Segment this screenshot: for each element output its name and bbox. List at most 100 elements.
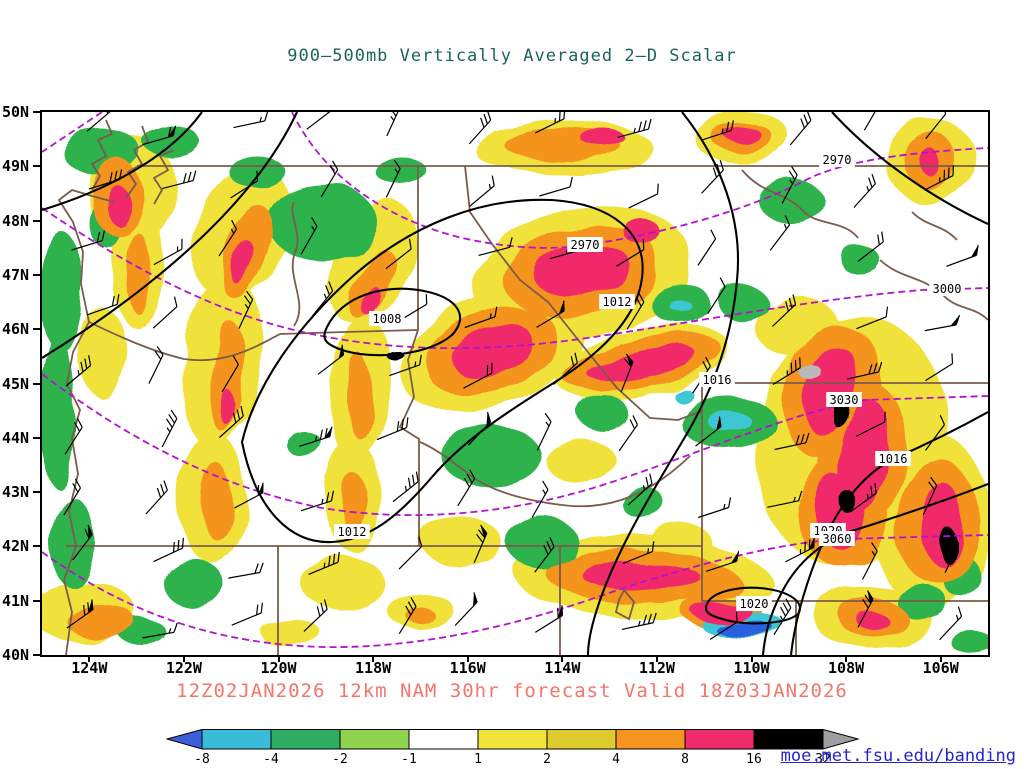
wind-barb (63, 478, 81, 516)
lon-label-116W: 116W (449, 659, 486, 677)
wind-barb (317, 344, 345, 375)
contour-label: 3060 (819, 531, 855, 546)
svg-text:3000: 3000 (933, 282, 962, 296)
wind-barb (620, 353, 634, 393)
wind-barb (299, 426, 333, 447)
lat-tick (33, 382, 40, 385)
contour-label: 2970 (819, 152, 855, 167)
wind-barb (72, 524, 93, 561)
wind-barb (312, 281, 334, 317)
wind-barb (454, 592, 478, 626)
lat-tick (33, 111, 40, 113)
wind-barb (142, 622, 178, 639)
wind-barb (389, 354, 422, 377)
wind-barb (398, 536, 423, 570)
wind-barb (939, 606, 963, 641)
wind-barb (621, 612, 657, 630)
svg-text:1016: 1016 (703, 373, 732, 387)
wind-barb (300, 217, 318, 255)
wind-barb (385, 238, 412, 270)
wind-barb (853, 173, 876, 208)
contour-label: 1012 (599, 294, 635, 309)
wind-barb (320, 160, 339, 198)
wind-barb (64, 417, 83, 455)
wind-barb (857, 231, 884, 262)
wind-barb (152, 296, 178, 329)
wind-barb (773, 598, 792, 636)
lat-tick (33, 491, 40, 494)
wind-barb (86, 112, 112, 132)
lat-label-48N: 48N (2, 211, 30, 230)
svg-text:3030: 3030 (830, 393, 859, 407)
wind-barb (468, 112, 492, 145)
colorbar-tick--4: -4 (263, 752, 279, 767)
wind-barb (616, 239, 645, 267)
lon-label-122W: 122W (165, 659, 202, 677)
wind-barb (925, 112, 947, 140)
wind-barb (553, 352, 578, 385)
lat-label-40N: 40N (2, 646, 30, 664)
credit-link[interactable]: moe.met.fsu.edu/banding (780, 746, 1016, 766)
lat-label-45N: 45N (2, 374, 30, 393)
wind-barb (463, 362, 493, 389)
wind-barb (769, 215, 791, 251)
wind-barb (856, 306, 889, 330)
lat-tick (33, 545, 40, 548)
lat-label-50N: 50N (2, 103, 30, 121)
contour-label: 1016 (699, 372, 735, 387)
wind-barb (153, 238, 183, 266)
svg-text:2970: 2970 (823, 153, 852, 167)
wind-barb (300, 490, 335, 512)
colorbar-tick--8: -8 (194, 752, 210, 767)
colorbar-tick--2: -2 (332, 752, 348, 767)
wind-barb (88, 169, 123, 190)
lat-label-47N: 47N (2, 265, 30, 284)
wind-barb (534, 537, 555, 573)
wind-barb (707, 277, 726, 315)
colorbar-legend: -8 -4 -2 -1 1 2 4 8 16 32 (165, 728, 860, 769)
wind-barb (946, 244, 979, 267)
wind-barb (626, 292, 645, 330)
labels-layer: 1008101210121016101610201020297029703000… (334, 152, 965, 611)
lat-label-44N: 44N (2, 428, 30, 447)
lon-tick (561, 655, 564, 662)
wind-barb (701, 160, 724, 194)
lon-tick (277, 655, 280, 662)
wind-barb (218, 219, 238, 257)
svg-text:1016: 1016 (879, 452, 908, 466)
wind-barb (628, 183, 659, 209)
wind-barb (863, 112, 881, 131)
wind-barb (228, 562, 264, 579)
wind-barb (536, 412, 552, 451)
wind-barb (855, 411, 886, 437)
lat-tick (33, 165, 40, 168)
lat-tick (33, 599, 40, 602)
lon-label-118W: 118W (355, 659, 392, 677)
wind-barb (849, 482, 877, 513)
lon-label-110W: 110W (733, 659, 770, 677)
wind-barb (618, 415, 638, 452)
lat-tick (33, 436, 40, 439)
wind-barb (65, 355, 92, 387)
wind-barb (478, 237, 513, 256)
wind-barb (153, 537, 184, 563)
lon-tick (88, 655, 91, 662)
wind-barb (303, 599, 328, 632)
lon-tick (750, 655, 753, 662)
wind-barb (392, 471, 419, 503)
lon-tick (939, 655, 942, 662)
svg-text:1020: 1020 (740, 597, 769, 611)
lon-tick (182, 655, 185, 662)
svg-text:1012: 1012 (603, 295, 632, 309)
lon-tick (845, 655, 848, 662)
contour-label: 3030 (826, 392, 862, 407)
lat-label-46N: 46N (2, 320, 30, 339)
colorbar-tick-2: 2 (543, 752, 551, 767)
colorbar-tick-8: 8 (681, 752, 689, 767)
wind-barb (145, 480, 168, 515)
lat-label-41N: 41N (2, 591, 30, 610)
lon-tick (466, 655, 469, 662)
svg-text:2970: 2970 (571, 238, 600, 252)
wind-barb (464, 306, 498, 329)
lat-label-43N: 43N (2, 483, 30, 502)
